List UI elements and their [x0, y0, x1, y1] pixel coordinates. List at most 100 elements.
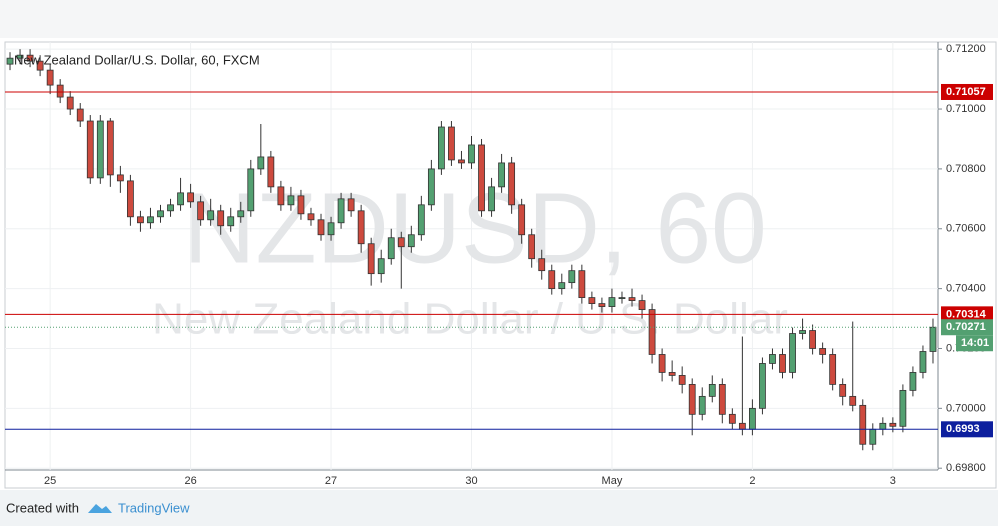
candle-body — [538, 258, 546, 272]
last-price-label: 0.70271 — [946, 321, 986, 333]
x-tick-label: 25 — [44, 475, 56, 487]
candle-body — [147, 216, 154, 224]
candle-body — [357, 210, 365, 245]
candle-body — [819, 348, 827, 355]
candle-body — [347, 198, 355, 212]
candle-body — [56, 84, 64, 98]
candle-body — [327, 222, 335, 236]
y-tick-label: 0.70600 — [946, 223, 986, 235]
candle-body — [217, 210, 225, 227]
grid — [5, 42, 942, 470]
candle-body — [387, 237, 395, 260]
x-tick-label: 26 — [184, 475, 196, 487]
footer-prefix: Created with — [6, 500, 79, 515]
candle-body — [36, 60, 44, 71]
level-label: 0.71057 — [946, 86, 986, 98]
candle-body — [929, 326, 937, 352]
x-tick-label: 2 — [749, 475, 755, 487]
level-badge — [941, 83, 993, 100]
candle-body — [407, 234, 415, 248]
candle-body — [317, 219, 325, 236]
countdown-label: 14:01 — [961, 337, 989, 349]
candle-body — [749, 407, 756, 430]
candle-body — [698, 395, 706, 415]
candle-body — [528, 234, 536, 260]
candle-body — [367, 243, 375, 275]
footer-bar — [0, 490, 998, 526]
candle-body — [869, 428, 877, 445]
candle-body — [638, 300, 646, 310]
candle-body — [438, 126, 445, 170]
top-bar — [0, 0, 998, 38]
candle-body — [448, 126, 455, 161]
candle-body — [257, 156, 265, 170]
candle-body — [608, 297, 616, 307]
candle-body — [618, 297, 626, 300]
candle-body — [86, 120, 94, 179]
tradingview-logo[interactable] — [88, 504, 112, 513]
candle-body — [598, 303, 606, 307]
candle-body — [267, 156, 275, 188]
candle-body — [799, 330, 806, 334]
x-tick-label: 3 — [890, 475, 896, 487]
candle-body — [558, 282, 566, 290]
candle-body — [678, 375, 686, 385]
chart-frame — [4, 41, 997, 489]
level-badge — [941, 421, 993, 438]
x-tick-label: 30 — [465, 475, 477, 487]
candle-body — [377, 258, 385, 275]
candle-body — [247, 168, 255, 212]
candle-body — [277, 186, 285, 206]
candle-body — [859, 404, 867, 445]
candle-body — [177, 192, 184, 206]
candle-body — [889, 422, 897, 427]
candle-body — [488, 186, 495, 212]
candle-body — [688, 383, 696, 415]
plot — [5, 49, 938, 451]
y-tick-label: 0.69800 — [946, 462, 986, 474]
candle-body — [6, 57, 14, 65]
candle-body — [187, 192, 194, 203]
candle-body — [668, 372, 676, 376]
candle-body — [498, 162, 505, 188]
candle-body — [227, 216, 235, 227]
candle-body — [237, 210, 245, 218]
watermark-subtitle: New Zealand Dollar / U.S. Dollar — [152, 295, 788, 344]
candle-body — [718, 383, 726, 415]
candle-body — [759, 363, 766, 409]
candle-body — [769, 354, 776, 364]
x-tick-label: 27 — [325, 475, 337, 487]
candle-body — [207, 210, 215, 221]
candle-body — [167, 204, 174, 212]
candle-body — [849, 395, 857, 406]
candle-body — [16, 54, 24, 59]
candle-body — [127, 180, 134, 218]
candle-body — [779, 354, 786, 373]
candle-body — [337, 198, 345, 224]
y-tick-label: 0.70000 — [946, 402, 986, 414]
level-badge — [941, 306, 993, 323]
candle-body — [809, 330, 816, 349]
y-tick-label: 0.70400 — [946, 283, 986, 295]
candle-body — [518, 204, 526, 236]
level-label: 0.70314 — [946, 308, 987, 320]
candle-body — [909, 372, 917, 391]
y-tick-label: 0.71000 — [946, 103, 986, 115]
candle-body — [708, 383, 716, 397]
candle-body — [197, 201, 205, 221]
candle-body — [157, 210, 164, 218]
candle-body — [458, 159, 465, 164]
candle-body — [648, 309, 656, 355]
candle-body — [879, 422, 887, 430]
candle-body — [548, 270, 556, 290]
candle-body — [427, 168, 435, 206]
candle-body — [417, 204, 425, 236]
footer-brand[interactable]: TradingView — [118, 500, 190, 515]
candle-body — [578, 270, 586, 299]
chart-title: New Zealand Dollar/U.S. Dollar, 60, FXCM — [14, 52, 260, 67]
candle-body — [307, 213, 315, 221]
countdown-badge — [956, 335, 993, 352]
candle-body — [478, 144, 485, 212]
candle-body — [116, 174, 124, 182]
